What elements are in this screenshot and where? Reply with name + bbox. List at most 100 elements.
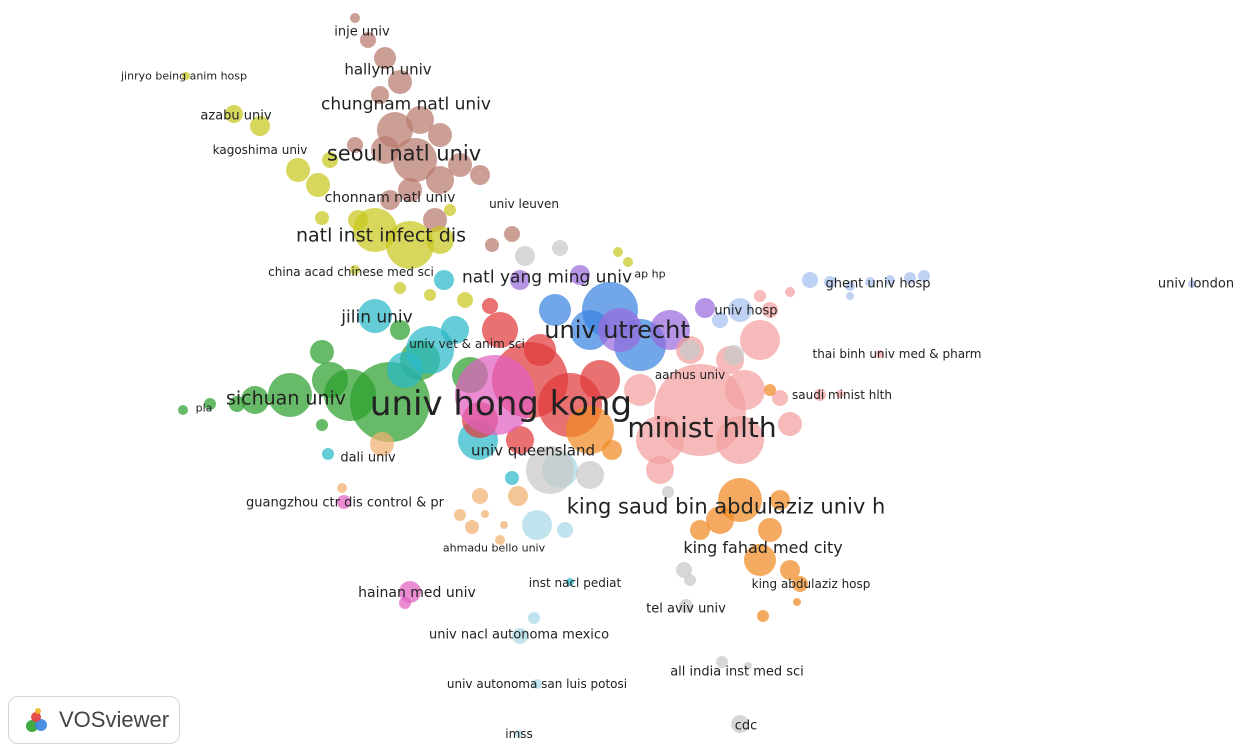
network-node-orange[interactable]: [780, 560, 800, 580]
node-label[interactable]: univ utrecht: [544, 316, 690, 344]
network-node-grey[interactable]: [731, 715, 749, 733]
network-node-lightblue[interactable]: [528, 612, 540, 624]
network-node-yellow[interactable]: [444, 204, 456, 216]
network-node-brown[interactable]: [371, 86, 389, 104]
network-node-grey[interactable]: [716, 656, 728, 668]
network-node-red[interactable]: [580, 360, 620, 400]
node-label[interactable]: chonnam natl univ: [324, 190, 456, 206]
network-node-cyan[interactable]: [566, 578, 574, 586]
network-node-yellow[interactable]: [322, 152, 338, 168]
network-node-pink[interactable]: [772, 390, 788, 406]
network-node-green[interactable]: [390, 320, 410, 340]
network-node-yellow[interactable]: [315, 211, 329, 225]
network-node-yellow[interactable]: [623, 257, 633, 267]
node-label[interactable]: inst nacl pediat: [528, 576, 622, 590]
network-node-lightpurple[interactable]: [845, 281, 855, 291]
node-label[interactable]: all india inst med sci: [670, 664, 804, 680]
network-node-grey[interactable]: [680, 340, 700, 360]
network-node-blue[interactable]: [539, 294, 571, 326]
network-node-lightblue[interactable]: [512, 628, 528, 644]
node-label[interactable]: univ leuven: [489, 197, 559, 211]
network-node-yellow[interactable]: [613, 247, 623, 257]
network-node-brown[interactable]: [398, 178, 422, 202]
network-node-yellow[interactable]: [426, 226, 454, 254]
node-label[interactable]: univ autonoma san luis potosi: [446, 677, 628, 691]
network-node-grey[interactable]: [552, 240, 568, 256]
network-node-orange[interactable]: [602, 440, 622, 460]
network-node-tan[interactable]: [472, 488, 488, 504]
network-node-orange[interactable]: [764, 384, 776, 396]
network-node-grey[interactable]: [526, 446, 574, 494]
network-node-cyan[interactable]: [322, 448, 334, 460]
network-node-pink[interactable]: [646, 456, 674, 484]
network-node-pink[interactable]: [814, 389, 826, 401]
network-node-orange[interactable]: [770, 490, 790, 510]
network-node-orange[interactable]: [758, 518, 782, 542]
node-label[interactable]: inje univ: [334, 24, 390, 40]
network-node-lightblue[interactable]: [557, 522, 573, 538]
network-node-grey[interactable]: [676, 562, 692, 578]
network-node-brown[interactable]: [347, 137, 363, 153]
network-node-green[interactable]: [316, 419, 328, 431]
network-node-lightpurple[interactable]: [1188, 280, 1196, 288]
network-node-yellow[interactable]: [225, 105, 243, 123]
network-node-grey[interactable]: [744, 662, 752, 670]
network-node-grey[interactable]: [724, 345, 744, 365]
network-node-tan[interactable]: [495, 535, 505, 545]
node-label[interactable]: ahmadu bello univ: [442, 541, 546, 555]
network-node-yellow[interactable]: [250, 116, 270, 136]
network-node-purple[interactable]: [598, 308, 642, 352]
vosviewer-logo[interactable]: VOSviewer: [8, 696, 180, 744]
node-label[interactable]: king abdulaziz hosp: [751, 577, 871, 591]
node-label[interactable]: univ hong kong: [369, 384, 633, 424]
network-node-yellow[interactable]: [350, 265, 360, 275]
network-node-cyan[interactable]: [434, 270, 454, 290]
network-node-cyan[interactable]: [441, 316, 469, 344]
network-node-brown[interactable]: [428, 123, 452, 147]
node-label[interactable]: king fahad med city: [683, 538, 843, 557]
network-node-brown[interactable]: [470, 165, 490, 185]
network-node-pink[interactable]: [716, 416, 764, 464]
network-node-yellow[interactable]: [424, 289, 436, 301]
network-node-red[interactable]: [506, 426, 534, 454]
network-node-green[interactable]: [241, 386, 269, 414]
network-node-lightpurple[interactable]: [728, 298, 752, 322]
network-node-orange[interactable]: [706, 506, 734, 534]
node-label[interactable]: king saud bin abdulaziz univ h: [566, 494, 886, 519]
network-node-purple[interactable]: [570, 265, 590, 285]
node-label[interactable]: tel aviv univ: [646, 601, 726, 617]
network-node-brown[interactable]: [485, 238, 499, 252]
network-node-lightblue[interactable]: [532, 679, 542, 689]
network-node-orange[interactable]: [690, 520, 710, 540]
network-node-orange[interactable]: [566, 406, 614, 454]
network-node-yellow[interactable]: [394, 282, 406, 294]
network-node-yellow[interactable]: [348, 210, 368, 230]
node-label[interactable]: kagoshima univ: [212, 143, 308, 157]
node-label[interactable]: dali univ: [340, 450, 396, 466]
network-node-tan[interactable]: [337, 483, 347, 493]
node-label[interactable]: chungnam natl univ: [321, 94, 491, 115]
network-node-magenta[interactable]: [399, 597, 411, 609]
network-node-purple[interactable]: [510, 270, 530, 290]
network-node-brown[interactable]: [423, 208, 447, 232]
network-node-brown[interactable]: [426, 166, 454, 194]
network-node-brown[interactable]: [350, 13, 360, 23]
network-node-pink[interactable]: [876, 350, 884, 358]
network-node-brown[interactable]: [393, 138, 437, 182]
network-node-pink[interactable]: [725, 370, 765, 410]
network-node-pink[interactable]: [785, 287, 795, 297]
node-label[interactable]: natl inst infect dis: [295, 224, 467, 247]
network-node-lightblue[interactable]: [515, 730, 523, 738]
node-label[interactable]: china acad chinese med sci: [268, 265, 434, 279]
node-label[interactable]: natl yang ming univ: [461, 267, 633, 288]
network-node-magenta[interactable]: [455, 355, 535, 435]
network-node-brown[interactable]: [448, 153, 472, 177]
node-label[interactable]: sichuan univ: [225, 387, 347, 410]
network-node-red[interactable]: [524, 334, 556, 366]
network-node-tan[interactable]: [481, 510, 489, 518]
network-node-grey[interactable]: [576, 461, 604, 489]
node-label[interactable]: jinryo being anim hosp: [121, 69, 247, 83]
network-node-brown[interactable]: [360, 32, 376, 48]
node-label[interactable]: saudi minist hlth: [792, 388, 892, 402]
